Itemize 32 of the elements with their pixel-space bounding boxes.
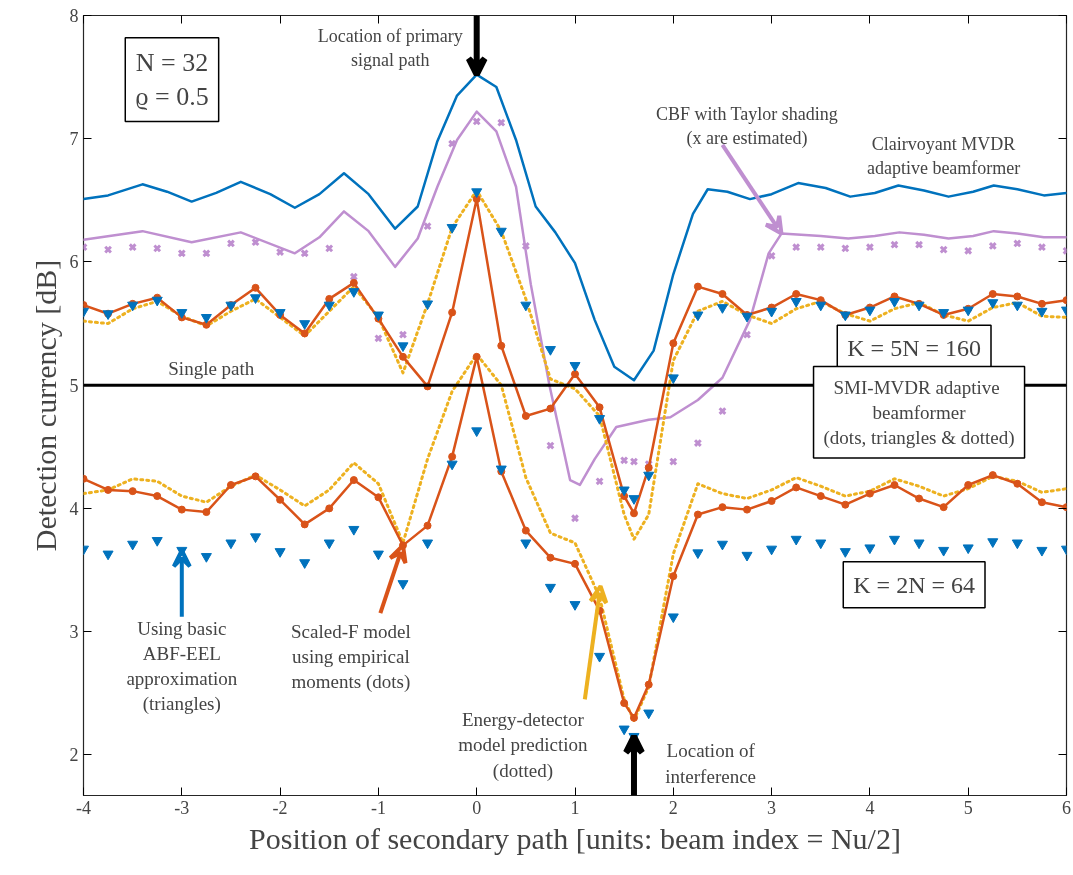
annotation: Using basic ABF-EEL approximation (triangles) <box>126 617 238 716</box>
y-tick-label: 8 <box>69 6 79 26</box>
y-tick-label: 3 <box>69 622 79 643</box>
y-tick-label: 6 <box>69 252 79 273</box>
annotation: SMI-MVDR adaptive beamformer (dots, triangles & dotted) <box>823 376 1015 449</box>
x-tick-label: 4 <box>865 797 875 818</box>
x-tick-label: -3 <box>174 797 190 818</box>
annotation: CBF with Taylor shading (x are estimated) <box>655 104 838 150</box>
x-tick-label: 6 <box>1062 797 1071 818</box>
x-tick-label: 0 <box>472 797 482 818</box>
annotation: Location of interference <box>665 740 757 787</box>
annotation: Clairvoyant MVDR adaptive beamformer <box>866 133 1021 178</box>
y-tick-label: 5 <box>69 375 79 396</box>
annotation: K = 2N = 64 <box>853 571 975 598</box>
annotation: N = 32 ϱ = 0.5 <box>135 47 209 112</box>
y-tick-label: 7 <box>69 129 79 150</box>
annotation: Location of primary signal path <box>317 25 463 70</box>
x-axis-title: Position of secondary path [units: beam index = Nu/2] <box>249 821 901 855</box>
x-tick-label: 5 <box>963 797 973 818</box>
x-tick-label: 1 <box>570 797 580 818</box>
x-tick-label: -1 <box>370 797 386 818</box>
y-tick-label: 4 <box>69 498 79 519</box>
annotation: Scaled-F model using empirical moments (dots) <box>290 620 411 693</box>
x-tick-label: 2 <box>668 797 678 818</box>
x-tick-label: -4 <box>76 797 91 818</box>
ref-line-label: Single path <box>168 358 255 380</box>
annotation: Energy-detector model prediction (dotted) <box>458 709 589 782</box>
annotation: K = 5N = 160 <box>847 335 981 362</box>
y-tick-label: 2 <box>69 745 79 766</box>
x-tick-label: -2 <box>272 797 288 818</box>
x-tick-label: 3 <box>767 797 777 818</box>
y-axis-title: Detection currency [dB] <box>28 259 62 552</box>
